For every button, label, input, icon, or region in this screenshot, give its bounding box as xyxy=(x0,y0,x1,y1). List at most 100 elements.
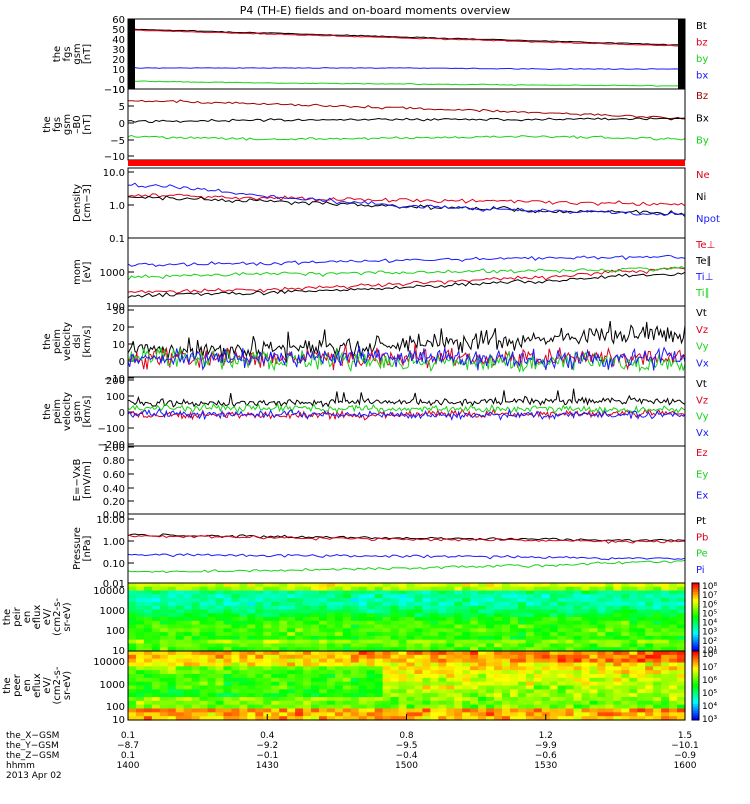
heatmap-cell xyxy=(279,632,288,637)
heatmap-cell xyxy=(358,712,368,717)
heatmap-cell xyxy=(135,693,145,698)
heatmap-cell xyxy=(525,674,535,679)
heatmap-cell xyxy=(159,635,169,641)
heatmap-cell xyxy=(565,670,575,675)
heatmap-cell xyxy=(159,681,169,687)
heatmap-cell xyxy=(470,704,479,710)
heatmap-cell xyxy=(541,632,551,637)
heatmap-cell xyxy=(311,697,320,702)
heatmap-cell xyxy=(295,639,304,645)
heatmap-cell xyxy=(342,685,352,690)
heatmap-cell xyxy=(318,620,328,626)
heatmap-cell xyxy=(326,708,336,713)
heatmap-cell xyxy=(661,590,670,595)
heatmap-cell xyxy=(430,647,439,652)
heatmap-cell xyxy=(279,624,288,629)
heatmap-cell xyxy=(438,613,447,618)
heatmap-cell xyxy=(326,697,336,702)
colorbar-cell xyxy=(692,617,699,620)
y-tick-label: 0.40 xyxy=(103,484,125,495)
heatmap-cell xyxy=(629,681,638,687)
heatmap-cell xyxy=(653,601,662,607)
heatmap-cell xyxy=(621,693,630,698)
colorbar-cell xyxy=(692,708,699,712)
heatmap-cell xyxy=(517,677,527,683)
heatmap-cell xyxy=(247,681,256,687)
heatmap-cell xyxy=(645,617,654,622)
y-tick-label: 200 xyxy=(106,376,125,387)
heatmap-cell xyxy=(478,685,487,690)
colorbar-cell xyxy=(692,632,699,636)
heatmap-cell xyxy=(525,700,535,706)
heatmap-cell xyxy=(501,689,511,694)
heatmap-cell xyxy=(151,605,161,611)
heatmap-cell xyxy=(414,685,424,690)
heatmap-cell xyxy=(382,594,392,599)
heatmap-cell xyxy=(374,605,384,611)
panel-10-ylabel: eV/ xyxy=(42,677,53,694)
heatmap-cell xyxy=(494,647,503,652)
heatmap-cell xyxy=(501,635,511,641)
heatmap-cell xyxy=(271,700,280,706)
heatmap-cell xyxy=(517,670,527,675)
heatmap-cell xyxy=(501,628,511,633)
heatmap-cell xyxy=(637,583,646,588)
heatmap-cell xyxy=(597,716,607,721)
y-tick-label: −10 xyxy=(104,85,125,96)
heatmap-cell xyxy=(501,697,511,702)
heatmap-cell xyxy=(239,704,248,710)
heatmap-cell xyxy=(494,681,503,687)
heatmap-cell xyxy=(191,605,201,611)
heatmap-cell xyxy=(533,586,543,592)
heatmap-cell xyxy=(135,647,145,652)
heatmap-cell xyxy=(175,677,185,683)
heatmap-cell xyxy=(167,704,177,710)
panel-frame xyxy=(127,513,686,584)
heatmap-cell xyxy=(215,716,225,721)
heatmap-cell xyxy=(159,674,169,679)
heatmap-cell xyxy=(494,716,503,721)
heatmap-cell xyxy=(311,632,320,637)
heatmap-cell xyxy=(151,632,161,637)
heatmap-cell xyxy=(239,674,248,679)
heatmap-cell xyxy=(279,635,288,641)
heatmap-cell xyxy=(199,670,209,675)
heatmap-cell xyxy=(326,620,336,626)
heatmap-cell xyxy=(494,605,503,611)
heatmap-cell xyxy=(374,670,384,675)
heatmap-cell xyxy=(143,586,153,592)
heatmap-cell xyxy=(661,658,670,664)
heatmap-cell xyxy=(462,654,471,660)
heatmap-cell xyxy=(247,697,256,702)
heatmap-cell xyxy=(223,583,233,588)
colorbar-cell xyxy=(692,697,699,700)
heatmap-cell xyxy=(589,635,599,641)
heatmap-cell xyxy=(677,658,686,664)
heatmap-cell xyxy=(287,628,296,633)
heatmap-cell xyxy=(549,605,559,611)
heatmap-cell xyxy=(573,697,583,702)
heatmap-cell xyxy=(287,685,296,690)
heatmap-cell xyxy=(509,700,519,706)
heatmap-cell xyxy=(486,643,495,648)
heatmap-cell xyxy=(486,598,495,603)
heatmap-cell xyxy=(223,670,233,675)
heatmap-cell xyxy=(406,620,416,626)
heatmap-cell xyxy=(525,605,535,611)
heatmap-cell xyxy=(287,590,296,595)
heatmap-cell xyxy=(390,632,400,637)
heatmap-cell xyxy=(661,662,670,667)
heatmap-cell xyxy=(430,689,439,694)
heatmap-cell xyxy=(318,708,328,713)
heatmap-cell xyxy=(151,620,161,626)
heatmap-cell xyxy=(629,662,638,667)
heatmap-cell xyxy=(350,693,360,698)
heatmap-cell xyxy=(549,670,559,675)
heatmap-cell xyxy=(143,583,153,588)
heatmap-cell xyxy=(677,693,686,698)
heatmap-cell xyxy=(135,681,145,687)
heatmap-cell xyxy=(486,628,495,633)
heatmap-cell xyxy=(342,609,352,614)
heatmap-cell xyxy=(295,643,304,648)
